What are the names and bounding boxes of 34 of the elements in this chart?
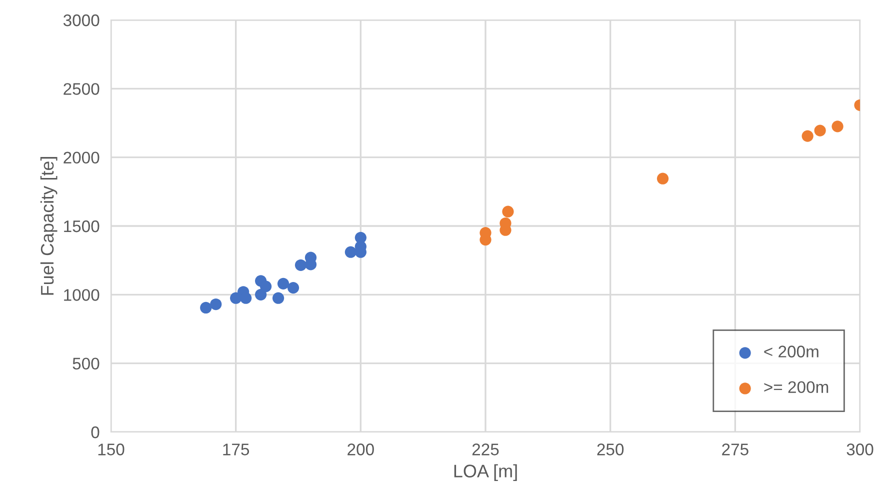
point [814, 124, 826, 136]
y-tick-label: 1000 [64, 289, 100, 301]
y-tick-label: 500 [72, 358, 100, 370]
point [277, 278, 290, 290]
y-tick-label: 0 [91, 426, 100, 438]
x-tick-label: 175 [223, 444, 250, 456]
point [240, 292, 252, 304]
y-tick-label: 3000 [63, 14, 100, 26]
legend-label: < 200m [764, 346, 818, 358]
x-axis-title: LOA [m] [454, 464, 517, 482]
point [656, 172, 669, 184]
y-tick-label: 2000 [64, 152, 100, 164]
point [354, 232, 366, 244]
point [802, 130, 814, 142]
point [344, 246, 356, 258]
y-tick-label: 1500 [64, 220, 100, 232]
point [294, 259, 307, 271]
x-tick-label: 250 [597, 444, 624, 456]
point [200, 302, 212, 314]
point [254, 288, 267, 300]
x-tick-label: 225 [472, 444, 499, 456]
y-tick-label: 2500 [64, 83, 100, 95]
point [260, 280, 272, 292]
x-tick-label: 200 [348, 444, 374, 456]
x-tick-label: 275 [722, 444, 748, 456]
point [272, 292, 284, 304]
point [210, 298, 222, 310]
point [832, 120, 844, 132]
y-axis-title: Fuel Capacity [te] [40, 157, 58, 295]
point [502, 206, 514, 218]
x-tick-label: 300 [846, 444, 874, 456]
x-tick-label: 150 [98, 444, 124, 456]
legend-label: >= 200m [764, 381, 828, 394]
point [287, 282, 300, 294]
